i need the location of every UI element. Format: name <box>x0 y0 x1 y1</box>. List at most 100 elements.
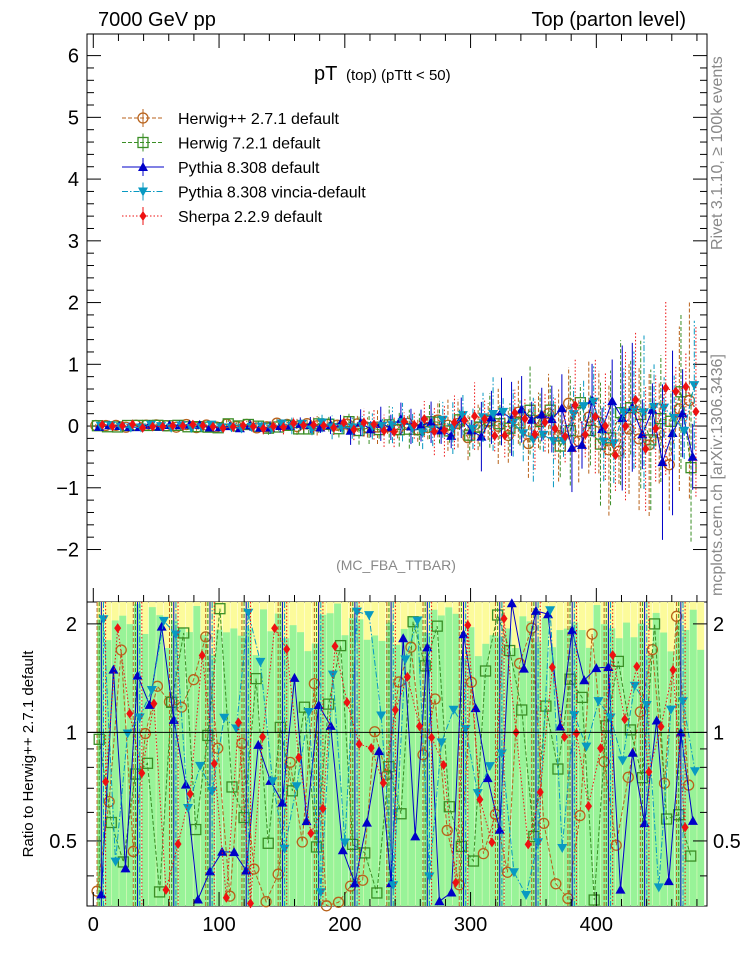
data-point-diamond <box>511 407 519 418</box>
data-point-triangle-down <box>605 713 616 723</box>
data-point-triangle-down <box>110 857 121 867</box>
data-point-diamond <box>672 386 680 397</box>
x-tick-label: 300 <box>454 914 487 936</box>
data-point-triangle-down <box>629 681 640 691</box>
data-point-diamond <box>531 429 539 440</box>
ratio-band-inner <box>193 606 201 906</box>
ratio-band-inner <box>408 616 416 906</box>
data-point-circle <box>562 892 574 905</box>
data-point-diamond <box>239 420 247 431</box>
ratio-band-inner <box>215 629 223 906</box>
data-point-triangle-up <box>253 739 264 749</box>
ratio-band-inner <box>304 651 312 906</box>
data-point-diamond <box>162 884 170 895</box>
ratio-band-inner <box>630 637 638 906</box>
data-point-triangle-down <box>364 611 375 621</box>
data-point-diamond <box>210 758 218 769</box>
data-point-diamond <box>300 420 308 431</box>
data-point-triangle-up <box>156 621 167 631</box>
data-point-triangle-up <box>325 720 336 730</box>
data-point-diamond <box>391 704 399 715</box>
data-point-diamond <box>440 760 448 771</box>
ratio-band-inner <box>111 620 119 906</box>
data-point-triangle-down <box>649 402 660 412</box>
data-point-triangle-up <box>434 896 445 906</box>
main-y-tick-label: 6 <box>68 46 79 68</box>
data-point-diamond <box>400 416 408 427</box>
data-point-square <box>660 813 673 825</box>
ratio-series-line <box>103 610 696 897</box>
data-point-diamond <box>491 430 499 441</box>
data-point-circle <box>610 839 622 851</box>
ratio-data <box>91 598 701 912</box>
data-point-triangle-up <box>687 451 698 461</box>
ratio-y-tick-label: 2 <box>66 614 77 636</box>
data-point-diamond <box>657 721 665 732</box>
ratio-band-inner <box>385 622 393 906</box>
data-point-triangle-down <box>677 697 688 707</box>
data-point-triangle-up <box>229 847 240 857</box>
data-point-triangle-up <box>132 670 143 680</box>
data-point-circle <box>200 631 212 643</box>
ratio-band-inner <box>185 632 193 906</box>
data-point-triangle-down <box>339 838 350 848</box>
data-point-diamond <box>645 766 653 777</box>
data-point-diamond <box>681 822 689 833</box>
ratio-band-inner <box>119 615 127 906</box>
data-point-triangle-down <box>628 406 639 416</box>
ratio-band-inner <box>363 639 371 906</box>
data-point-diamond <box>295 752 303 763</box>
x-tick-label: 200 <box>328 914 361 936</box>
main-y-tick-label: 2 <box>68 293 79 315</box>
data-point-triangle-up <box>506 598 517 608</box>
data-point-triangle-down <box>608 439 619 449</box>
data-point-diamond <box>271 623 279 634</box>
legend-entry: Pythia 8.308 vincia-default <box>178 185 366 202</box>
x-axis: 0 100 200 300 400 <box>88 34 698 936</box>
data-point-triangle-down <box>508 418 519 428</box>
data-point-square <box>371 887 383 899</box>
data-point-triangle-down <box>436 738 447 748</box>
data-point-diamond <box>572 728 580 739</box>
data-point-triangle-down <box>484 762 495 772</box>
data-point-diamond <box>138 768 146 779</box>
ratio-band-inner <box>504 628 512 906</box>
data-point-triangle-up <box>516 404 527 414</box>
ratio-band-inner <box>371 635 379 906</box>
data-point-triangle-up <box>615 884 626 894</box>
data-point-triangle-up <box>144 699 155 709</box>
data-point-diamond <box>609 649 617 660</box>
data-point-diamond <box>289 418 297 429</box>
ratio-band-inner <box>252 655 260 906</box>
data-point-square <box>636 772 649 784</box>
data-point-triangle-down <box>327 670 338 680</box>
ratio-band-inner <box>171 620 179 906</box>
data-point-diamond <box>560 732 568 743</box>
ratio-band-inner <box>615 638 623 906</box>
data-point-diamond <box>682 381 690 392</box>
data-point-circle <box>465 676 477 688</box>
data-point-square <box>298 701 311 713</box>
data-point-triangle-down <box>496 749 507 759</box>
data-point-triangle-down <box>689 381 700 391</box>
header-right: Top (parton level) <box>531 9 686 31</box>
data-point-triangle-down <box>122 729 133 739</box>
data-point-diamond <box>269 421 277 432</box>
data-point-diamond <box>219 423 227 434</box>
data-point-triangle-down <box>138 187 148 197</box>
data-point-square <box>262 837 274 849</box>
data-point-square <box>226 781 238 793</box>
data-point-circle <box>308 678 321 690</box>
data-point-triangle-down <box>291 782 302 792</box>
ratio-band-inner <box>289 625 297 906</box>
data-point-triangle-down <box>417 428 428 438</box>
data-point-square <box>310 841 323 853</box>
data-point-triangle-down <box>303 707 314 717</box>
data-point-diamond <box>350 424 358 435</box>
x-tick-label: 400 <box>580 914 613 936</box>
data-point-triangle-down <box>243 608 254 618</box>
data-point-diamond <box>98 419 106 430</box>
data-point-circle <box>115 644 127 656</box>
data-point-diamond <box>390 426 398 437</box>
data-point-circle <box>284 756 296 769</box>
